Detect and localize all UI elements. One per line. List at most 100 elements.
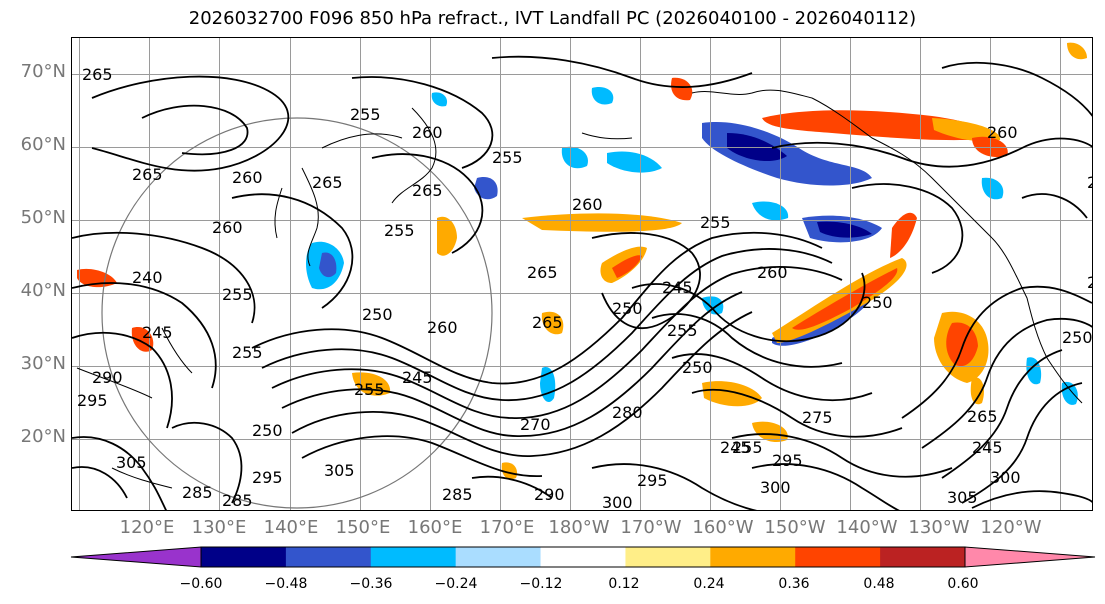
lat-label: 40°N <box>20 280 66 301</box>
colorbar-segment <box>540 547 626 567</box>
colorbar-segment <box>285 547 372 567</box>
lon-label: 180°W <box>548 517 610 538</box>
contour-label: 255 <box>700 213 731 232</box>
lon-label: 160°E <box>407 517 463 538</box>
contour-label: 250 <box>1062 328 1093 347</box>
contour-label: 305 <box>947 488 978 507</box>
contour-label: 255 <box>667 321 698 340</box>
colorbar-tick-label: 0.36 <box>778 576 810 592</box>
colorbar-segment <box>965 547 1095 567</box>
contour-label: 290 <box>534 485 565 504</box>
colorbar-tick-label: 0.60 <box>947 576 979 592</box>
contour-label: 245 <box>662 278 693 297</box>
colorbar-tick-label: 0.48 <box>863 576 895 592</box>
lon-label: 120°W <box>980 517 1042 538</box>
colorbar-tick-label: −0.60 <box>179 576 223 592</box>
colorbar-tick-label: −0.36 <box>349 576 393 592</box>
lat-label: 60°N <box>20 134 66 155</box>
contour-label: 250 <box>252 421 283 440</box>
lon-label: 150°E <box>335 517 391 538</box>
contour-label: 245 <box>402 368 433 387</box>
range-circle <box>101 117 493 509</box>
contour-labels: 265 265 255 260 255 265 260 265 255 260 … <box>77 65 1093 511</box>
contour-label: 255 <box>222 285 253 304</box>
lon-label: 170°W <box>620 517 682 538</box>
contour-label: 290 <box>92 368 123 387</box>
colorbar-tick-label: −0.24 <box>434 576 478 592</box>
contour-label: 285 <box>182 483 213 502</box>
lat-label: 50°N <box>20 207 66 228</box>
contour-label: 260 <box>427 318 458 337</box>
colorbar-segment <box>795 547 881 567</box>
lon-label: 140°E <box>263 517 319 538</box>
colorbar-segment <box>201 547 287 567</box>
map-panel[interactable]: 265 265 255 260 255 265 260 265 255 260 … <box>71 37 1093 511</box>
coastlines <box>76 89 1083 489</box>
contour-label: 265 <box>412 181 443 200</box>
lon-label: 130°W <box>908 517 970 538</box>
colorbar-segment <box>71 547 201 567</box>
contour-label: 260 <box>987 123 1018 142</box>
contour-label: 260 <box>212 218 243 237</box>
contour-label: 250 <box>862 293 893 312</box>
contour-label: 295 <box>772 451 803 470</box>
contour-label: 265 <box>967 407 998 426</box>
lon-label: 140°W <box>836 517 898 538</box>
colorbar-segment <box>880 547 966 567</box>
colorbar-segment <box>710 547 796 567</box>
contour-label: 305 <box>116 453 147 472</box>
lat-label: 20°N <box>20 426 66 447</box>
contour-label: 260 <box>572 195 603 214</box>
colorbar-tick-label: 0.12 <box>608 576 640 592</box>
contour-label: 250 <box>362 305 393 324</box>
contour-label: 265 <box>527 263 558 282</box>
contour-label: 255 <box>232 343 263 362</box>
contour-label: 285 <box>442 485 473 504</box>
lon-label: 160°W <box>692 517 754 538</box>
colorbar-tick-label: −0.48 <box>264 576 308 592</box>
colorbar-outline <box>200 546 966 568</box>
lat-label: 30°N <box>20 353 66 374</box>
contour-label: 265 <box>1087 273 1093 292</box>
contour-label: 280 <box>612 403 643 422</box>
contour-label: 265 <box>312 173 343 192</box>
colorbar <box>70 546 1096 568</box>
contour-label: 240 <box>132 268 163 287</box>
map-canvas: 265 265 255 260 255 265 260 265 255 260 … <box>72 38 1093 511</box>
contour-label: 255 <box>354 380 385 399</box>
colorbar-segment <box>625 547 711 567</box>
contour-label: 245 <box>720 438 751 457</box>
contour-label: 250 <box>682 358 713 377</box>
contour-label: 305 <box>324 461 355 480</box>
refractivity-contours <box>72 55 1092 510</box>
contour-label: 255 <box>350 105 381 124</box>
contour-label: 260 <box>412 123 443 142</box>
contour-label: 265 <box>132 165 163 184</box>
contour-label: 245 <box>972 438 1003 457</box>
contour-label: 260 <box>232 168 263 187</box>
lon-label: 130°E <box>191 517 247 538</box>
contour-label: 270 <box>520 415 551 434</box>
colorbar-tick-label: −0.12 <box>519 576 563 592</box>
colorbar-segment <box>455 547 542 567</box>
lon-label: 120°E <box>119 517 175 538</box>
contour-label: 295 <box>77 391 108 410</box>
contour-label: 285 <box>222 491 253 510</box>
contour-label: 275 <box>802 408 833 427</box>
colorbar-segment <box>370 547 457 567</box>
shading-layer <box>77 42 1087 480</box>
lon-label: 150°W <box>764 517 826 538</box>
lat-label: 70°N <box>20 61 66 82</box>
contour-label: 255 <box>384 221 415 240</box>
contour-label: 300 <box>602 493 633 511</box>
contour-label: 300 <box>760 478 791 497</box>
contour-label: 250 <box>612 299 643 318</box>
contour-label: 265 <box>532 313 563 332</box>
plot-title: 2026032700 F096 850 hPa refract., IVT La… <box>188 8 917 29</box>
lon-label: 170°E <box>479 517 535 538</box>
contour-label: 295 <box>252 468 283 487</box>
contour-label: 295 <box>637 471 668 490</box>
gridlines <box>72 38 1092 510</box>
contour-label: 245 <box>142 323 173 342</box>
contour-label: 255 <box>732 438 763 457</box>
